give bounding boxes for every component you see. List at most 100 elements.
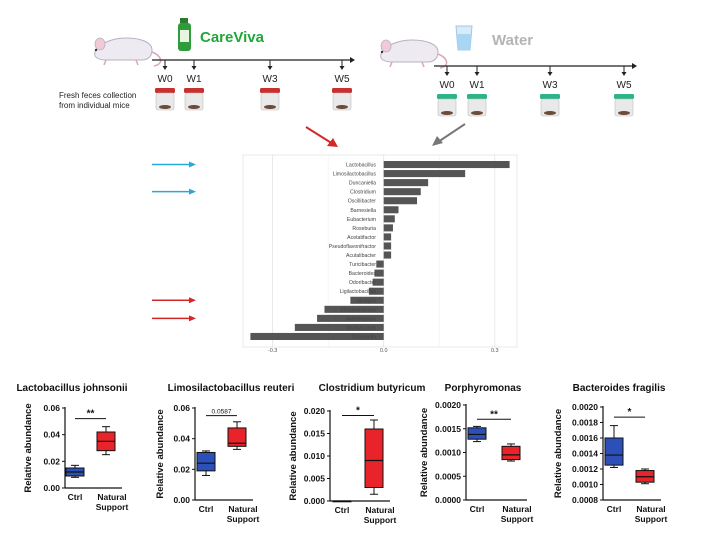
ctrl-box — [604, 437, 624, 466]
bar-label-akkermansia: Akkermansia — [346, 316, 376, 322]
blue-pointer-arrow-icon-head — [189, 161, 196, 168]
x-tick-label: 0.0 — [380, 348, 388, 354]
bar-label-bacteroides: Bacteroides — [349, 271, 377, 277]
jar-cap — [260, 88, 280, 93]
collection-note-line-2: from individual mice — [59, 101, 130, 110]
y-tick-label: 0.04 — [43, 430, 60, 440]
significance-label: 0.0587 — [212, 409, 232, 416]
y-tick-label: 0.00 — [173, 495, 190, 505]
box-plot-bacteroides-fragilis: Bacteroides fragilis Relative abundance 0.… — [553, 383, 667, 524]
x-tick-label-ctrl: Ctrl — [607, 504, 622, 514]
bar-ligilactobacillus — [368, 287, 384, 295]
y-tick-label: 0.0010 — [435, 448, 461, 458]
y-tick-label: 0.0016 — [572, 433, 598, 443]
feces-sample — [618, 111, 630, 115]
sample-jar-icon — [332, 88, 352, 111]
y-tick-label: 0.0014 — [572, 449, 598, 459]
careviva-label: CareViva — [200, 29, 265, 46]
jar-cap — [540, 94, 560, 99]
x-tick-label: 0.3 — [491, 348, 499, 354]
box-plot-porphyromonas: Porphyromonas Relative abundance 0.0000 0.0… — [419, 383, 533, 524]
water-label: Water — [492, 32, 533, 49]
bar-roseburia — [383, 224, 393, 232]
careviva-schematic: CareViva W0 W1 W3 W5 Fresh feces collection… — [59, 18, 355, 111]
sample-jar-icon — [155, 88, 175, 111]
sample-jar-icon — [260, 88, 280, 111]
bar-bifidobacterium — [324, 305, 384, 313]
jar-cap — [184, 88, 204, 93]
x-tick-label-line: Support — [96, 502, 129, 512]
tick-arrowhead — [621, 72, 627, 76]
jar-cap — [155, 88, 175, 93]
bar-label-pseudoflavonifractor: Pseudoflavonifractor — [329, 244, 377, 250]
bar-label-lactobacillus: Lactobacillus — [346, 163, 376, 169]
sample-jar-icon — [467, 94, 487, 117]
tick-arrowhead — [267, 66, 273, 70]
y-tick-label: 0.06 — [173, 403, 190, 413]
y-tick-label: 0.0012 — [572, 464, 598, 474]
y-tick-label: 0.00 — [43, 483, 60, 493]
bar-label-alistipes: Alistipes — [357, 298, 377, 304]
y-axis-label: Relative abundance — [23, 403, 34, 492]
genus-bar-chart: Lactobacillus Limosilactobacillus Duncanie… — [152, 154, 518, 354]
y-axis-label: Relative abundance — [419, 408, 430, 497]
bar-barnesiella — [383, 206, 399, 214]
feces-sample — [471, 111, 483, 115]
bar-label-odoribacter: Odoribacter — [349, 280, 376, 286]
tick-arrowhead — [162, 66, 168, 70]
tick-arrowhead — [547, 72, 553, 76]
y-axis-label: Relative abundance — [155, 409, 166, 498]
feces-sample — [544, 111, 556, 115]
bar-label-turicibacter: Turicibacter — [349, 262, 376, 268]
bar-label-acutalibacter: Acutalibacter — [346, 253, 376, 259]
panel-title: Bacteroides fragilis — [573, 383, 666, 394]
x-tick-label-natural-support: Natural Support — [635, 504, 668, 524]
x-tick-label-line: Natural — [228, 504, 257, 514]
y-tick-label: 0.0008 — [572, 495, 598, 505]
x-tick-label-ctrl: Ctrl — [335, 505, 350, 515]
significance-label: ** — [490, 409, 498, 420]
bar-muribaculum — [294, 323, 384, 331]
tick-arrowhead — [474, 72, 480, 76]
tick-arrowhead — [339, 66, 345, 70]
week-label: W3 — [543, 80, 558, 91]
y-tick-label: 0.020 — [304, 406, 326, 416]
ctrl-box — [196, 451, 216, 472]
sample-jar-icon — [614, 94, 634, 117]
water-glass-icon — [455, 25, 473, 51]
x-tick-label-ctrl: Ctrl — [199, 504, 214, 514]
week-label: W0 — [440, 80, 455, 91]
significance-label: * — [628, 407, 632, 418]
y-tick-label: 0.04 — [173, 434, 190, 444]
y-tick-label: 0.010 — [304, 451, 326, 461]
bar-turicibacter — [376, 260, 384, 268]
feces-sample — [159, 105, 171, 109]
water-schematic: Water W0 W1 W3 W5 — [380, 25, 637, 117]
y-tick-label: 0.000 — [304, 496, 326, 506]
x-tick-label-line: Natural — [97, 492, 126, 502]
natural-support-box — [364, 428, 384, 488]
bar-alistipes — [350, 296, 384, 304]
bar-oscillibacter — [383, 197, 418, 205]
panel-title: Porphyromonas — [445, 383, 522, 394]
x-tick-label-line: Support — [635, 514, 668, 524]
sample-jar-icon — [540, 94, 560, 117]
panel-title: Lactobacillus johnsonii — [16, 383, 127, 394]
x-tick-label-line: Natural — [365, 505, 394, 515]
bar-bacteroides — [374, 269, 384, 277]
bar-label-clostridium: Clostridium — [350, 190, 376, 196]
bar-label-limosilactobacillus: Limosilactobacillus — [333, 172, 377, 178]
x-tick-label-natural-support: Natural Support — [96, 492, 129, 512]
y-axis-label: Relative abundance — [553, 409, 564, 498]
bar-acetatifactor — [383, 233, 392, 241]
jar-cap — [437, 94, 457, 99]
bottle-icon — [178, 18, 191, 51]
bar-label-eubacterium: Eubacterium — [347, 217, 376, 223]
bar-clostridium — [383, 188, 421, 196]
bar-label-barnesiella: Barnesiella — [350, 208, 376, 214]
week-label: W3 — [263, 74, 278, 85]
bar-dubosiella — [250, 332, 384, 341]
week-label: W0 — [158, 74, 173, 85]
y-tick-label: 0.0005 — [435, 471, 461, 481]
